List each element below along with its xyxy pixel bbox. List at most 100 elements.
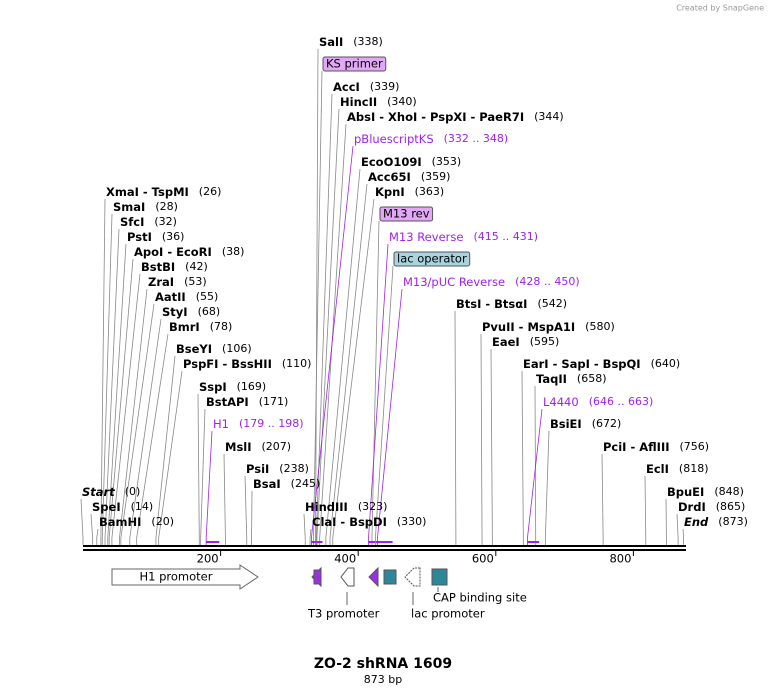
site-position: (595) (530, 335, 560, 348)
enzyme-name: BsaI (253, 477, 281, 491)
site-position: (340) (387, 95, 417, 108)
site-position: (865) (716, 500, 746, 513)
site-line (129, 318, 162, 545)
enzyme-name: StyI (162, 305, 188, 319)
site-line (104, 228, 120, 545)
site-line (480, 333, 483, 545)
site-label: EcoO109I (353) (361, 155, 461, 169)
feature-arrow (368, 566, 379, 588)
site-position: (245) (291, 477, 321, 490)
lac-promoter-arrow (404, 567, 421, 587)
site-label: H1 (179 .. 198) (213, 417, 304, 431)
site-label: HindIII (323) (305, 500, 387, 514)
site-position: (353) (432, 155, 462, 168)
site-position: (363) (415, 185, 445, 198)
enzyme-name: EarI - SapI - BspQI (523, 357, 641, 371)
site-label: BstBI (42) (141, 260, 208, 274)
site-label: M13/pUC Reverse (428 .. 450) (403, 275, 580, 289)
enzyme-name: BstBI (141, 260, 175, 274)
enzyme-name: EcoO109I (361, 155, 422, 169)
feature-name: M13/pUC Reverse (403, 275, 505, 289)
site-label: Start (0) (82, 485, 140, 499)
site-label: EclI (818) (646, 462, 709, 476)
site-position: (332 .. 348) (444, 132, 509, 145)
site-label: MslI (207) (225, 440, 291, 454)
enzyme-name: HincII (340, 95, 377, 109)
site-position: (658) (577, 372, 607, 385)
site-label: Acc65I (359) (368, 170, 450, 184)
enzyme-name: AatII (155, 290, 186, 304)
site-line (205, 430, 213, 545)
enzyme-name: KpnI (375, 185, 405, 199)
site-label: ZraI (53) (148, 275, 207, 289)
feature-box-label: M13 rev (383, 207, 430, 221)
enzyme-name: ApoI - EcoRI (134, 245, 212, 259)
feature-name: pBluescriptKS (354, 132, 434, 146)
site-position: (53) (184, 275, 207, 288)
site-position: (179 .. 198) (239, 417, 304, 430)
ruler-tick-label: 200 (197, 552, 219, 566)
map-title: ZO-2 shRNA 1609 (314, 656, 452, 672)
site-label: BpuEI (848) (667, 485, 744, 499)
site-position: (542) (537, 297, 567, 310)
site-position: (415 .. 431) (473, 230, 538, 243)
site-position: (26) (199, 185, 222, 198)
site-position: (171) (259, 395, 289, 408)
enzyme-name: BsiEI (550, 417, 582, 431)
site-line (96, 528, 99, 545)
site-label: XmaI - TspMI (26) (106, 185, 221, 199)
site-label: ApoI - EcoRI (38) (134, 245, 244, 259)
site-label: AatII (55) (155, 290, 218, 304)
lac-operator-box (383, 569, 397, 585)
map-length: 873 bp (364, 673, 402, 686)
enzyme-name: PciI - AflIII (603, 440, 670, 454)
site-position: (14) (131, 500, 154, 513)
enzyme-name: TaqII (536, 372, 567, 386)
ruler-tick-label: 800 (609, 552, 631, 566)
site-line (80, 498, 84, 545)
enzyme-name: HindIII (305, 500, 348, 514)
site-position: (28) (155, 200, 178, 213)
site-position: (646 .. 663) (589, 395, 654, 408)
feature-label: H1 promoter (140, 570, 213, 584)
site-line (325, 168, 361, 545)
site-position: (640) (651, 357, 681, 370)
site-label: BmrI (78) (169, 320, 232, 334)
feature-box-label: KS primer (326, 57, 383, 71)
site-label: DrdI (865) (678, 500, 745, 514)
feature-label: T3 promoter (307, 607, 380, 621)
site-position: (106) (222, 342, 252, 355)
site-line (521, 370, 524, 545)
enzyme-name: Acc65I (368, 170, 411, 184)
feature-box-label: lac operator (397, 252, 467, 266)
enzyme-name: BpuEI (667, 485, 704, 499)
site-position: (110) (282, 357, 312, 370)
site-position: (848) (714, 485, 744, 498)
site-line (682, 528, 685, 545)
site-label: ClaI - BspDI (330) (312, 515, 426, 529)
site-line (244, 475, 248, 545)
site-line (303, 513, 306, 545)
enzyme-name: SfcI (120, 215, 144, 229)
site-label: SspI (169) (199, 380, 266, 394)
site-label: BsaI (245) (253, 477, 320, 491)
site-line (107, 243, 127, 545)
site-line (101, 213, 113, 545)
site-line (329, 183, 368, 545)
feature-box (322, 56, 387, 72)
ruler-tick-label: 600 (472, 552, 494, 566)
site-line (108, 258, 134, 545)
site-label: AbsI - XhoI - PspXI - PaeR7I (344) (347, 110, 564, 124)
enzyme-name: SspI (199, 380, 227, 394)
enzyme-name: BseYI (176, 342, 212, 356)
site-line (527, 408, 543, 545)
enzyme-name: BtsI - BtsαI (456, 297, 527, 311)
site-line (90, 513, 94, 545)
site-label: PciI - AflIII (756) (603, 440, 709, 454)
site-position: (42) (185, 260, 208, 273)
site-position: (580) (585, 320, 615, 333)
site-label: BstAPI (171) (206, 395, 288, 409)
site-position: (330) (397, 515, 427, 528)
watermark: Created by SnapGene (676, 4, 764, 13)
feature-name: H1 (213, 417, 229, 431)
